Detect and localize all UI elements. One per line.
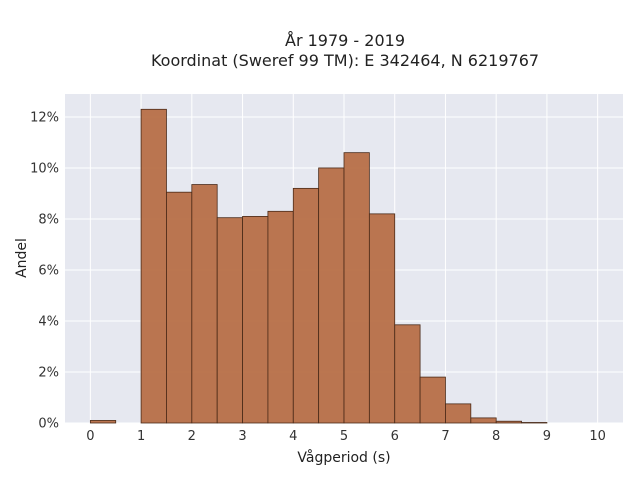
histogram-bar [419,376,446,424]
histogram-bar [292,187,320,424]
x-tick-label: 2 [188,429,196,444]
histogram-bar [495,420,522,424]
x-tick-label: 4 [289,429,297,444]
histogram-bars [89,108,548,424]
chart-subtitle: Koordinat (Sweref 99 TM): E 342464, N 62… [151,51,539,70]
histogram-bar [140,108,167,424]
y-tick-label: 0% [38,417,59,432]
histogram-bar [89,420,117,424]
y-axis-label: Andel [14,238,30,278]
chart-title: År 1979 - 2019 [285,31,405,50]
x-tick-label: 1 [137,429,145,444]
x-tick-label: 8 [492,429,500,444]
x-tick-label: 10 [589,429,606,444]
histogram-bar [521,422,548,424]
x-axis-label: Vågperiod (s) [297,449,390,466]
x-tick-label: 9 [543,429,551,444]
y-tick-label: 6% [38,263,59,278]
histogram-bar [368,213,396,424]
histogram-bar [216,217,243,424]
histogram-bar [191,184,218,424]
histogram-bar [343,152,370,424]
x-axis-ticks: 0 1 2 3 4 5 6 7 8 9 10 [86,429,606,444]
y-axis-ticks: 0% 2% 4% 6% 8% 10% 12% [30,110,59,431]
y-tick-label: 10% [30,161,59,176]
y-tick-label: 12% [30,110,59,125]
y-tick-label: 4% [38,314,59,329]
x-tick-label: 0 [86,429,94,444]
histogram-bar [394,324,421,424]
x-tick-label: 6 [391,429,399,444]
histogram-bar [445,403,472,424]
histogram-bar [267,210,294,424]
y-tick-label: 8% [38,212,59,227]
x-tick-label: 3 [238,429,246,444]
histogram-bar [318,167,345,424]
y-tick-label: 2% [38,365,59,380]
histogram-bar [470,417,497,424]
x-tick-label: 7 [441,429,449,444]
x-tick-label: 5 [340,429,348,444]
histogram-bar [242,216,269,424]
histogram-bar [166,191,193,424]
